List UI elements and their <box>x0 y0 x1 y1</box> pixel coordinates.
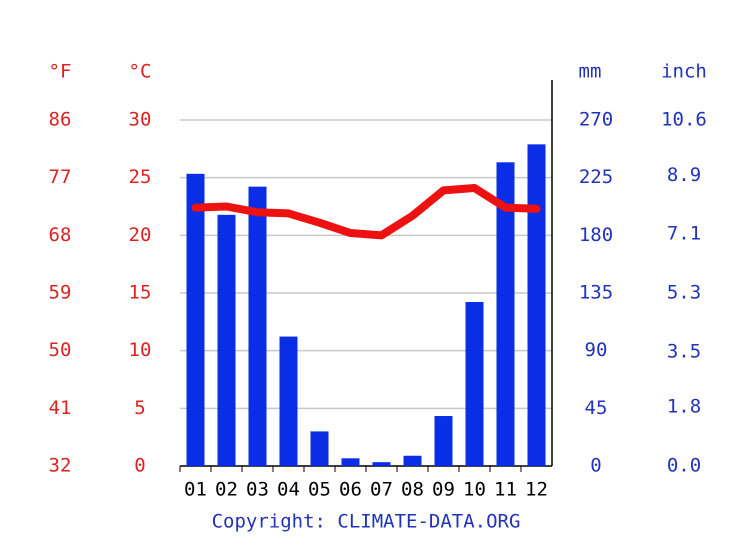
precip-bar <box>341 458 360 466</box>
x-tick-label: 08 <box>401 479 424 501</box>
c-tick-label: 10 <box>129 339 152 361</box>
precip-bar <box>310 431 329 466</box>
precip-bar <box>465 301 484 466</box>
inch-tick-label: 0.0 <box>667 455 701 477</box>
precip-bar <box>248 186 267 467</box>
precip-bar <box>527 144 546 466</box>
mm-axis-label: mm <box>579 61 602 83</box>
x-tick-label: 11 <box>494 479 517 501</box>
precip-bar <box>217 214 236 466</box>
inch-tick-label: 1.8 <box>667 396 701 418</box>
c-tick-label: 5 <box>134 397 145 419</box>
precip-bar <box>186 173 205 467</box>
inch-axis-label: inch <box>661 61 707 83</box>
precip-bar <box>434 416 453 466</box>
mm-tick-label: 270 <box>579 109 613 131</box>
c-tick-label: 25 <box>129 166 152 188</box>
x-tick-label: 03 <box>246 479 269 501</box>
c-tick-label: 15 <box>129 282 152 304</box>
x-tick-label: 12 <box>525 479 548 501</box>
precip-bar <box>279 336 298 466</box>
f-tick-label: 32 <box>49 455 72 477</box>
mm-tick-label: 135 <box>579 282 613 304</box>
x-tick-label: 02 <box>215 479 238 501</box>
mm-tick-label: 0 <box>590 455 601 477</box>
x-tick-label: 04 <box>277 479 300 501</box>
f-tick-label: 41 <box>49 397 72 419</box>
precip-bar <box>403 455 422 466</box>
c-axis-label: °C <box>129 61 152 83</box>
mm-tick-label: 180 <box>579 224 613 246</box>
mm-tick-label: 90 <box>585 339 608 361</box>
mm-tick-label: 45 <box>585 397 608 419</box>
inch-tick-label: 10.6 <box>661 109 707 131</box>
x-tick-label: 06 <box>339 479 362 501</box>
f-tick-label: 77 <box>49 166 72 188</box>
inch-tick-label: 3.5 <box>667 340 701 362</box>
precip-bar <box>496 162 515 467</box>
f-tick-label: 86 <box>49 109 72 131</box>
f-tick-label: 50 <box>49 339 72 361</box>
c-tick-label: 20 <box>129 224 152 246</box>
c-tick-label: 0 <box>134 455 145 477</box>
x-tick-label: 09 <box>432 479 455 501</box>
x-tick-label: 05 <box>308 479 331 501</box>
inch-tick-label: 5.3 <box>667 282 701 304</box>
x-tick-label: 01 <box>184 479 207 501</box>
precip-bar <box>372 462 391 466</box>
f-tick-label: 59 <box>49 282 72 304</box>
copyright: Copyright: CLIMATE-DATA.ORG <box>212 511 521 533</box>
f-tick-label: 68 <box>49 224 72 246</box>
x-tick-label: 10 <box>463 479 486 501</box>
f-axis-label: °F <box>49 61 72 83</box>
inch-tick-label: 8.9 <box>667 164 701 186</box>
mm-tick-label: 225 <box>579 166 613 188</box>
inch-tick-label: 7.1 <box>667 223 701 245</box>
temperature-line <box>191 184 541 240</box>
x-tick-label: 07 <box>370 479 393 501</box>
c-tick-label: 30 <box>129 109 152 131</box>
